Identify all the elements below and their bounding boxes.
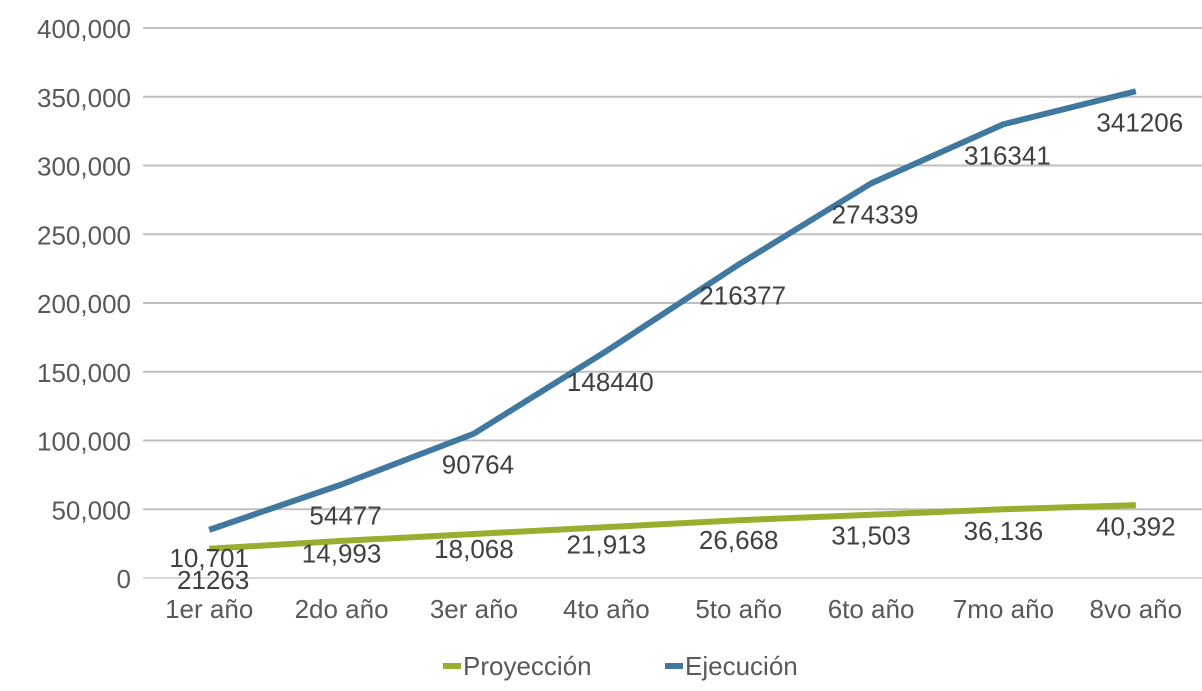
legend-label: Ejecución — [685, 651, 798, 681]
data-labels: 21263 54477 90764 148440 216377 274339 316341 3… — [169, 107, 1183, 595]
x-tick-label: 1er año — [165, 594, 253, 624]
y-tick-label: 50,000 — [51, 495, 131, 525]
data-label: 31,503 — [831, 521, 911, 551]
data-label: 316341 — [964, 140, 1051, 170]
data-label: 148440 — [567, 367, 654, 397]
series-line — [209, 502, 1136, 552]
data-label: 90764 — [442, 450, 514, 480]
x-tick-label: 2do año — [295, 594, 389, 624]
x-tick-label: 5to año — [695, 594, 782, 624]
y-tick-label: 0 — [117, 564, 131, 594]
y-tick-label: 350,000 — [37, 83, 131, 113]
data-label: 21,913 — [567, 530, 647, 560]
legend: Proyección Ejecución — [443, 651, 798, 681]
data-label: 54477 — [309, 501, 381, 531]
x-axis-tick-labels: 1er año 2do año 3er año 4to año 5to año 6to a… — [165, 594, 1182, 624]
y-tick-label: 250,000 — [37, 220, 131, 250]
series-line — [208, 88, 1137, 533]
data-label: 341206 — [1096, 107, 1183, 137]
data-label: 10,701 — [169, 543, 249, 573]
x-tick-label: 3er año — [430, 594, 518, 624]
y-tick-label: 150,000 — [37, 358, 131, 388]
data-label: 216377 — [699, 281, 786, 311]
data-label: 274339 — [832, 199, 919, 229]
data-label: 40,392 — [1096, 512, 1176, 542]
data-label: 36,136 — [964, 516, 1044, 546]
legend-label: Proyección — [463, 651, 592, 681]
x-tick-label: 6to año — [828, 594, 915, 624]
x-tick-label: 7mo año — [953, 594, 1054, 624]
x-tick-label: 8vo año — [1090, 594, 1183, 624]
data-label: 14,993 — [302, 539, 382, 569]
data-label: 26,668 — [699, 525, 779, 555]
series-lines — [208, 88, 1137, 552]
x-tick-label: 4to año — [563, 594, 650, 624]
y-tick-label: 200,000 — [37, 289, 131, 319]
y-tick-label: 300,000 — [37, 152, 131, 182]
y-tick-label: 400,000 — [37, 14, 131, 44]
data-label: 18,068 — [434, 534, 514, 564]
data-label: 21263 — [177, 565, 249, 595]
y-axis-tick-labels: 0 50,000 100,000 150,000 200,000 250,000 300,0… — [37, 14, 131, 594]
gridlines — [143, 27, 1202, 579]
y-tick-label: 100,000 — [37, 427, 131, 457]
